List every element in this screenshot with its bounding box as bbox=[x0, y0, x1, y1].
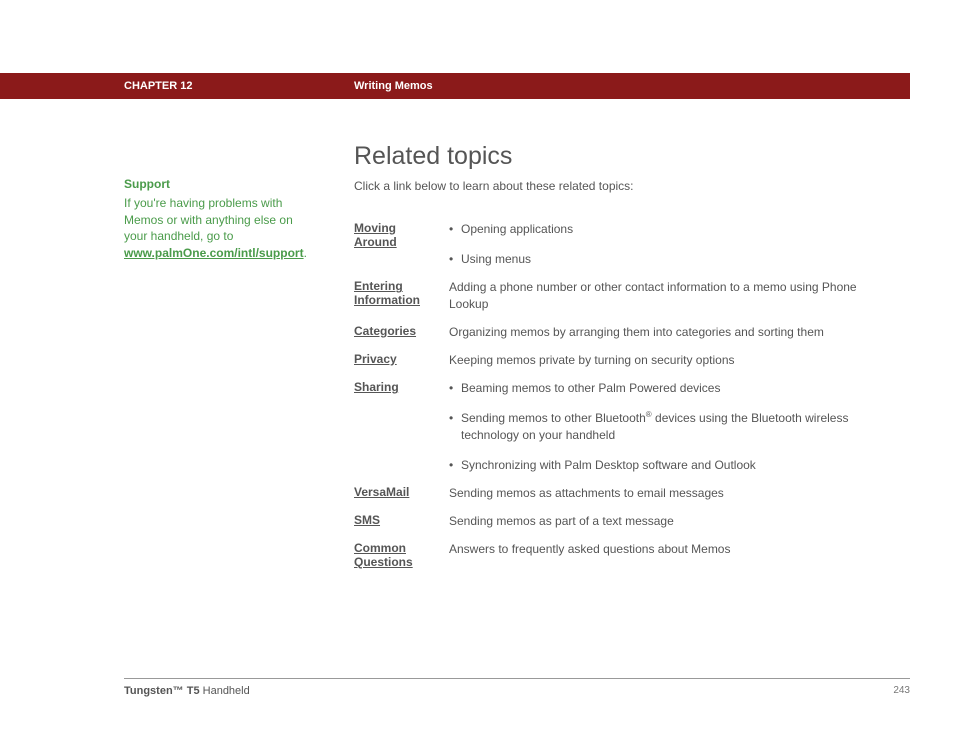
topic-bullet-item: Using menus bbox=[449, 251, 894, 267]
topic-row: MovingAround Opening applications Using me… bbox=[354, 221, 894, 279]
page-number: 243 bbox=[893, 685, 910, 697]
topic-label-cell: Categories bbox=[354, 324, 449, 352]
support-sidebar: Support If you're having problems with M… bbox=[124, 176, 304, 262]
topic-desc-cell: Adding a phone number or other contact i… bbox=[449, 279, 894, 323]
topic-bullets: Beaming memos to other Palm Powered devi… bbox=[449, 380, 894, 473]
topic-label-cell: Privacy bbox=[354, 352, 449, 380]
topic-row: VersaMail Sending memos as attachments to… bbox=[354, 485, 894, 513]
topic-link[interactable]: SMS bbox=[354, 513, 380, 527]
topic-bullet-item: Synchronizing with Palm Desktop software… bbox=[449, 457, 894, 473]
topic-link[interactable]: Privacy bbox=[354, 352, 397, 366]
topic-link[interactable]: Sharing bbox=[354, 380, 399, 394]
topic-row: SMS Sending memos as part of a text messa… bbox=[354, 513, 894, 541]
topic-link[interactable]: VersaMail bbox=[354, 485, 409, 499]
topic-label-cell: SMS bbox=[354, 513, 449, 541]
support-title: Support bbox=[124, 176, 304, 193]
topic-row: Categories Organizing memos by arranging … bbox=[354, 324, 894, 352]
topic-desc-cell: Organizing memos by arranging them into … bbox=[449, 324, 894, 352]
support-link[interactable]: www.palmOne.com/intl/support bbox=[124, 246, 304, 260]
chapter-label: CHAPTER 12 bbox=[124, 80, 192, 92]
topic-desc-cell: Answers to frequently asked questions ab… bbox=[449, 541, 894, 581]
topic-link[interactable]: MovingAround bbox=[354, 221, 397, 249]
topic-link[interactable]: CommonQuestions bbox=[354, 541, 413, 569]
topic-row: Sharing Beaming memos to other Palm Power… bbox=[354, 380, 894, 485]
support-text: If you're having problems with Memos or … bbox=[124, 196, 293, 244]
topic-bullet-item: Opening applications bbox=[449, 221, 894, 237]
intro-text: Click a link below to learn about these … bbox=[354, 179, 894, 193]
topic-link[interactable]: EnteringInformation bbox=[354, 279, 420, 307]
page-footer: Tungsten™ T5 Handheld 243 bbox=[124, 678, 910, 697]
chapter-header: CHAPTER 12 Writing Memos bbox=[0, 73, 954, 99]
topic-label-cell: CommonQuestions bbox=[354, 541, 449, 581]
topic-label-cell: EnteringInformation bbox=[354, 279, 449, 323]
topic-label-cell: Sharing bbox=[354, 380, 449, 485]
topic-link[interactable]: Categories bbox=[354, 324, 416, 338]
product-name-rest: Handheld bbox=[200, 685, 250, 697]
product-name-bold: Tungsten™ T5 bbox=[124, 685, 200, 697]
section-label: Writing Memos bbox=[354, 80, 433, 92]
topic-desc-cell: Beaming memos to other Palm Powered devi… bbox=[449, 380, 894, 485]
main-content: Related topics Click a link below to lea… bbox=[354, 142, 894, 581]
page-title: Related topics bbox=[354, 142, 894, 171]
topics-table: MovingAround Opening applications Using me… bbox=[354, 221, 894, 581]
topic-desc-cell: Sending memos as part of a text message bbox=[449, 513, 894, 541]
topic-desc-cell: Sending memos as attachments to email me… bbox=[449, 485, 894, 513]
footer-product: Tungsten™ T5 Handheld bbox=[124, 685, 250, 697]
topic-row: CommonQuestions Answers to frequently ask… bbox=[354, 541, 894, 581]
topic-desc-cell: Keeping memos private by turning on secu… bbox=[449, 352, 894, 380]
support-text-after: . bbox=[304, 246, 307, 260]
topic-bullet-item: Sending memos to other Bluetooth® device… bbox=[449, 410, 894, 442]
topic-row: EnteringInformation Adding a phone number… bbox=[354, 279, 894, 323]
topic-bullet-item: Beaming memos to other Palm Powered devi… bbox=[449, 380, 894, 396]
topic-desc-cell: Opening applications Using menus bbox=[449, 221, 894, 279]
topic-label-cell: VersaMail bbox=[354, 485, 449, 513]
header-gap bbox=[910, 73, 954, 99]
topic-label-cell: MovingAround bbox=[354, 221, 449, 279]
topic-bullets: Opening applications Using menus bbox=[449, 221, 894, 267]
topic-row: Privacy Keeping memos private by turning … bbox=[354, 352, 894, 380]
